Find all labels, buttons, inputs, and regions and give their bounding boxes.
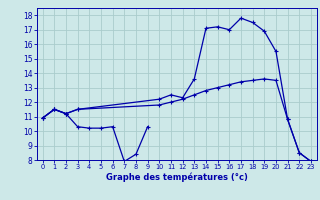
- X-axis label: Graphe des températures (°c): Graphe des températures (°c): [106, 173, 248, 182]
